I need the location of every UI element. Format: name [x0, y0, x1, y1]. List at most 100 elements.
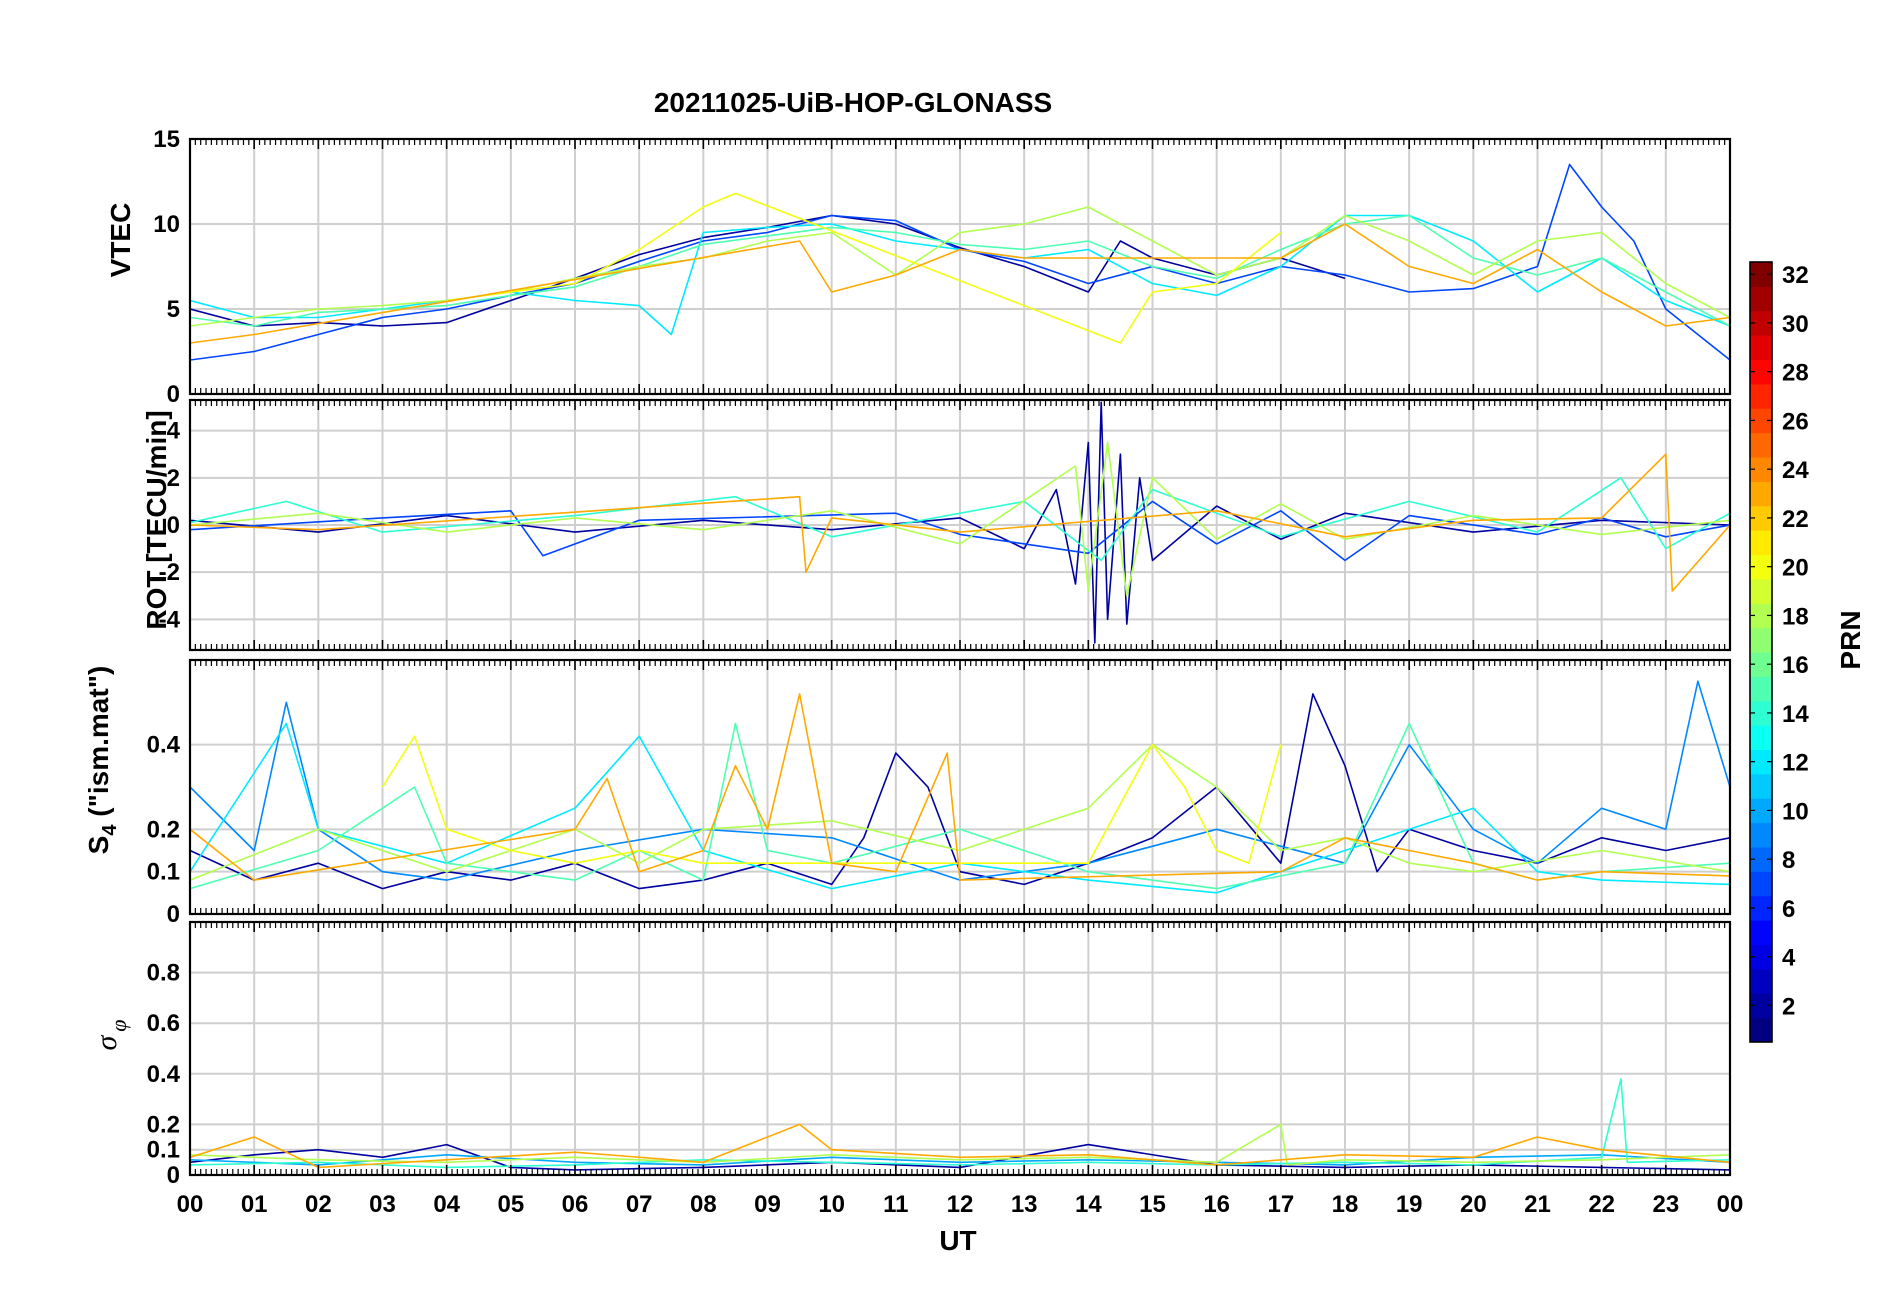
x-tick-label: 00: [177, 1191, 204, 1218]
x-tick-label: 20: [1460, 1191, 1487, 1218]
colorbar-tick-label: 4: [1782, 945, 1796, 972]
s4-panel: 0 0.1 0.2 0.4: [147, 658, 1732, 928]
x-tick-label: 11: [883, 1191, 908, 1218]
colorbar-segment: [1750, 457, 1772, 482]
colorbar-tick-label: 24: [1782, 457, 1809, 484]
colorbar-frame: [1749, 261, 1773, 1043]
x-tick-label: 06: [562, 1191, 589, 1218]
colorbar-segment: [1750, 944, 1772, 970]
series-prn-2: [190, 401, 1730, 644]
colorbar-segment: [1750, 749, 1772, 775]
colorbar-tick-label: 26: [1782, 408, 1809, 435]
colorbar-tick-label: 22: [1782, 506, 1809, 533]
colorbar-segment: [1750, 554, 1772, 580]
colorbar-segment: [1750, 530, 1772, 555]
colorbar-segment: [1750, 700, 1772, 726]
y-tick-label: 0.1: [147, 859, 180, 886]
colorbar-segment: [1750, 993, 1772, 1019]
series-prn-23: [190, 1123, 1730, 1169]
sigma-y-label: σφ: [90, 1020, 131, 1051]
colorbar-segment: [1750, 1017, 1772, 1043]
s4-label-rest: ("ism.mat"): [83, 666, 114, 825]
colorbar-segment: [1750, 798, 1772, 824]
series-prn-18: [190, 743, 1730, 881]
x-tick-label: 13: [1011, 1191, 1038, 1218]
colorbar-segment: [1750, 359, 1772, 385]
x-tick-label: 07: [626, 1191, 653, 1218]
rot-series-group: [190, 401, 1730, 644]
colorbar-segment: [1750, 652, 1772, 677]
x-tick-label: 04: [433, 1191, 460, 1218]
colorbar-tick-label: 2: [1782, 993, 1795, 1020]
vtec-minor-ticks: [194, 139, 1726, 394]
x-tick-label: 21: [1524, 1191, 1551, 1218]
sigma_phi-minor-ticks: [194, 922, 1726, 1175]
x-tick-label: 09: [754, 1191, 781, 1218]
colorbar-segment: [1750, 432, 1772, 458]
vtec-series-group: [190, 163, 1730, 361]
colorbar-segment: [1750, 725, 1772, 750]
series-prn-23: [190, 223, 1730, 344]
x-tick-label: 18: [1332, 1191, 1359, 1218]
sigma-label-main: σ: [90, 1034, 123, 1050]
colorbar-tick-label: 14: [1782, 701, 1809, 728]
sigma-phi-panel: 00.10.2 0.4 0.6 0.8: [147, 920, 1732, 1189]
x-tick-label: 12: [947, 1191, 974, 1218]
sigma_phi-series-group: [190, 1078, 1730, 1171]
y-tick-label: 0.2: [147, 816, 180, 843]
colorbar-tick-label: 8: [1782, 847, 1795, 874]
series-prn-20: [381, 735, 1282, 864]
series-prn-23: [190, 693, 1730, 881]
x-tick-label: 00: [1717, 1191, 1744, 1218]
y-tick-label: 4: [167, 418, 181, 445]
sigma-label-sub: φ: [106, 1020, 131, 1032]
x-axis-tick-labels: 00 01 02 03 04 05 06 07 08 09 10 11 12 13 14 15 16 17 18 19…: [177, 1191, 1744, 1218]
y-tick-label: 2: [167, 465, 180, 492]
x-tick-label: 23: [1652, 1191, 1679, 1218]
y-tick-label: 0.2: [147, 1111, 180, 1138]
s4-series-group: [190, 680, 1730, 894]
s4-label-main: S: [83, 836, 114, 855]
colorbar-segment: [1750, 822, 1772, 848]
colorbar-tick-label: 20: [1782, 555, 1809, 582]
y-tick-label: 10: [153, 211, 180, 238]
y-tick-label: 5: [167, 296, 180, 323]
x-tick-label: 01: [241, 1191, 268, 1218]
x-tick-label: 03: [369, 1191, 396, 1218]
colorbar-segment: [1750, 578, 1772, 604]
colorbar-tick-label: 30: [1782, 311, 1809, 338]
colorbar-tick-label: 32: [1782, 262, 1809, 289]
series-prn-7: [190, 163, 1730, 361]
s4-label-sub: 4: [99, 824, 121, 836]
colorbar-tick-label: 6: [1782, 896, 1795, 923]
colorbar-segment: [1750, 968, 1772, 994]
x-tick-label: 14: [1075, 1191, 1102, 1218]
x-tick-label: 17: [1267, 1191, 1294, 1218]
y-tick-label: 15: [153, 126, 180, 153]
colorbar-segment: [1750, 383, 1772, 409]
colorbar-segment: [1750, 920, 1772, 945]
y-tick-label: 0.4: [147, 732, 181, 759]
s4-minor-ticks: [194, 660, 1726, 914]
series-prn-20: [446, 192, 1282, 344]
chart-title: 20211025-UiB-HOP-GLONASS: [654, 87, 1052, 118]
x-tick-label: 02: [305, 1191, 332, 1218]
colorbar-segment: [1750, 335, 1772, 360]
x-tick-label: 19: [1396, 1191, 1423, 1218]
series-prn-23: [190, 453, 1730, 592]
rot-y-label: ROT [TECU/min]: [141, 410, 172, 629]
colorbar-segment: [1750, 408, 1772, 434]
colorbar-segment: [1750, 262, 1772, 287]
x-tick-label: 22: [1588, 1191, 1615, 1218]
colorbar-segment: [1750, 505, 1772, 531]
colorbar-segment: [1750, 847, 1772, 872]
series-prn-14: [190, 1078, 1730, 1169]
colorbar-segment: [1750, 871, 1772, 897]
colorbar-tick-label: 10: [1782, 798, 1809, 825]
colorbar-segment: [1750, 481, 1772, 507]
colorbar-label: PRN: [1835, 610, 1866, 669]
colorbar-tick-label: 18: [1782, 603, 1809, 630]
y-tick-label: 0.4: [147, 1061, 181, 1088]
